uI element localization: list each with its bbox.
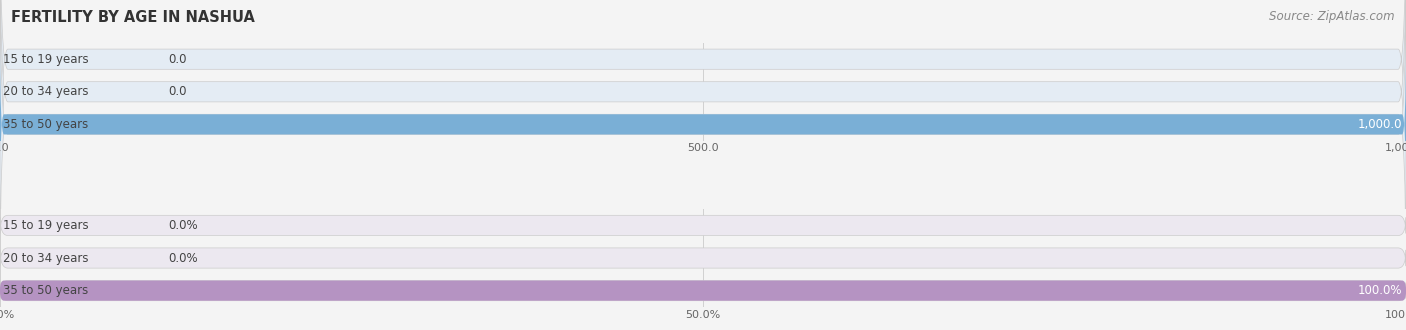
Text: 0.0: 0.0 [169,53,187,66]
FancyBboxPatch shape [0,248,1406,268]
Text: 15 to 19 years: 15 to 19 years [3,53,89,66]
FancyBboxPatch shape [0,280,1406,301]
Text: 0.0: 0.0 [169,85,187,98]
FancyBboxPatch shape [0,44,1406,205]
Text: 20 to 34 years: 20 to 34 years [3,85,89,98]
Text: FERTILITY BY AGE IN NASHUA: FERTILITY BY AGE IN NASHUA [11,10,254,25]
Text: 1,000.0: 1,000.0 [1357,118,1402,131]
Text: Source: ZipAtlas.com: Source: ZipAtlas.com [1270,10,1395,23]
FancyBboxPatch shape [0,0,1406,296]
Text: 20 to 34 years: 20 to 34 years [3,251,89,265]
FancyBboxPatch shape [0,0,1406,231]
Text: 0.0%: 0.0% [169,219,198,232]
FancyBboxPatch shape [0,215,1406,236]
Text: 0.0%: 0.0% [169,251,198,265]
Text: 15 to 19 years: 15 to 19 years [3,219,89,232]
Text: 35 to 50 years: 35 to 50 years [3,284,89,297]
FancyBboxPatch shape [0,0,1406,264]
FancyBboxPatch shape [0,280,1406,301]
Text: 100.0%: 100.0% [1357,284,1402,297]
Text: 35 to 50 years: 35 to 50 years [3,118,89,131]
